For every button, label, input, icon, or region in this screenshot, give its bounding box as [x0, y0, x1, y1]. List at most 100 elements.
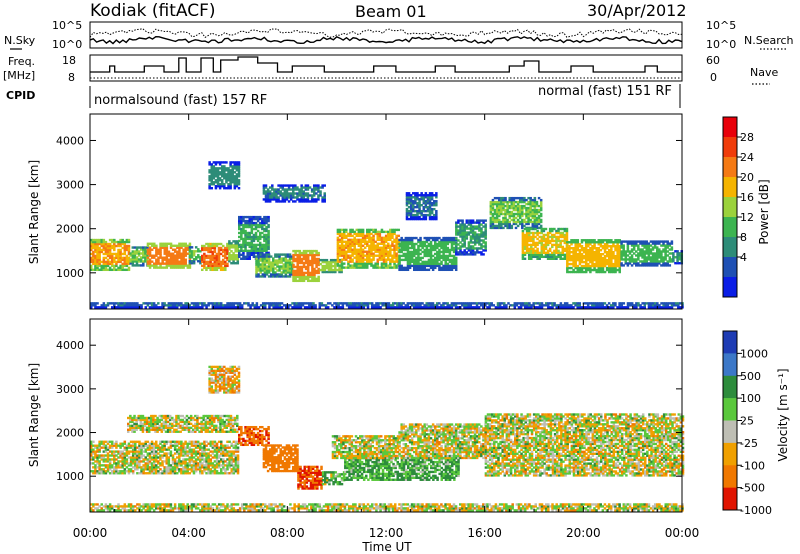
data-cell — [214, 185, 218, 188]
data-cell — [121, 264, 124, 268]
data-cell — [576, 268, 580, 272]
freq-left-tick-top: 18 — [62, 54, 76, 67]
data-cell — [394, 306, 397, 309]
data-cell — [410, 238, 414, 242]
data-cell — [416, 209, 419, 213]
data-cell — [137, 252, 141, 255]
data-cell — [296, 257, 299, 261]
cpid-panel: normalsound (fast) 157 RF normal (fast) … — [89, 84, 681, 108]
data-cell — [274, 302, 278, 305]
data-cell — [378, 232, 382, 236]
data-cell — [622, 252, 625, 255]
data-cell — [230, 250, 233, 253]
data-cell — [252, 249, 256, 253]
data-cell — [416, 192, 419, 195]
data-cell — [542, 229, 546, 233]
data-cell — [630, 258, 634, 261]
data-cell — [256, 237, 260, 241]
data-cell — [254, 223, 258, 227]
data-cell — [555, 306, 558, 309]
data-cell — [276, 306, 280, 309]
data-cell — [475, 302, 479, 305]
data-cell — [319, 258, 322, 262]
data-cell — [457, 247, 460, 250]
data-cell — [436, 256, 439, 260]
data-cell — [292, 275, 295, 279]
data-cell — [649, 252, 653, 255]
data-cell — [482, 304, 485, 307]
data-cell — [500, 210, 503, 214]
data-cell — [595, 254, 598, 258]
data-cell — [230, 262, 233, 265]
data-cell — [129, 254, 132, 257]
data-cell — [452, 302, 456, 305]
data-cell — [180, 256, 183, 259]
data-cell — [484, 243, 487, 246]
data-cell — [92, 268, 95, 272]
data-cell — [508, 206, 511, 210]
data-cell — [256, 249, 260, 253]
data-cell — [419, 262, 422, 266]
data-cell — [502, 202, 505, 206]
data-cell — [225, 167, 228, 170]
data-cell — [557, 249, 560, 253]
data-cell — [422, 194, 426, 197]
data-cell — [104, 242, 108, 246]
data-cell — [254, 245, 258, 249]
data-cell — [376, 264, 379, 267]
data-cell — [236, 304, 240, 307]
data-cell — [527, 210, 530, 214]
data-cell — [446, 250, 450, 254]
data-cell — [121, 268, 124, 272]
data-cell — [321, 184, 324, 187]
data-cell — [551, 257, 554, 260]
data-cell — [409, 205, 413, 209]
data-cell — [407, 200, 411, 203]
data-cell — [123, 252, 127, 256]
data-cell — [500, 220, 503, 224]
data-cell — [232, 258, 235, 261]
data-cell — [238, 215, 241, 219]
data-cell — [628, 260, 632, 263]
data-cell — [263, 259, 267, 262]
data-cell — [248, 243, 251, 247]
data-cell — [570, 239, 573, 242]
data-cell — [264, 198, 268, 201]
data-cell — [389, 264, 392, 267]
data-cell — [384, 252, 388, 255]
data-cell — [236, 262, 240, 265]
data-cell — [471, 249, 475, 252]
data-cell — [531, 224, 535, 228]
data-cell — [436, 250, 439, 254]
data-cell — [587, 254, 590, 258]
data-cell — [113, 264, 116, 268]
data-cell — [169, 260, 173, 263]
data-cell — [300, 194, 303, 197]
data-cell — [261, 227, 264, 231]
data-cell — [521, 204, 524, 208]
data-cell — [232, 260, 235, 263]
data-cell — [378, 254, 382, 257]
data-cell — [215, 268, 219, 272]
data-cell — [150, 256, 154, 259]
data-cell — [406, 266, 410, 270]
data-cell — [113, 240, 116, 244]
data-cell — [426, 209, 430, 213]
data-cell — [597, 260, 601, 264]
data-cell — [288, 255, 292, 258]
data-cell — [387, 302, 391, 305]
data-cell — [605, 247, 609, 250]
data-cell — [647, 242, 651, 245]
data-cell — [551, 227, 554, 231]
data-cell — [131, 246, 135, 249]
data-cell — [457, 243, 460, 246]
data-cell — [527, 202, 530, 206]
data-cell — [614, 249, 617, 252]
data-cell — [153, 262, 156, 265]
data-cell — [317, 259, 320, 263]
data-cell — [446, 248, 450, 252]
data-cell — [527, 247, 531, 251]
data-cell — [104, 244, 108, 248]
data-cell — [400, 266, 403, 270]
data-cell — [480, 219, 483, 222]
